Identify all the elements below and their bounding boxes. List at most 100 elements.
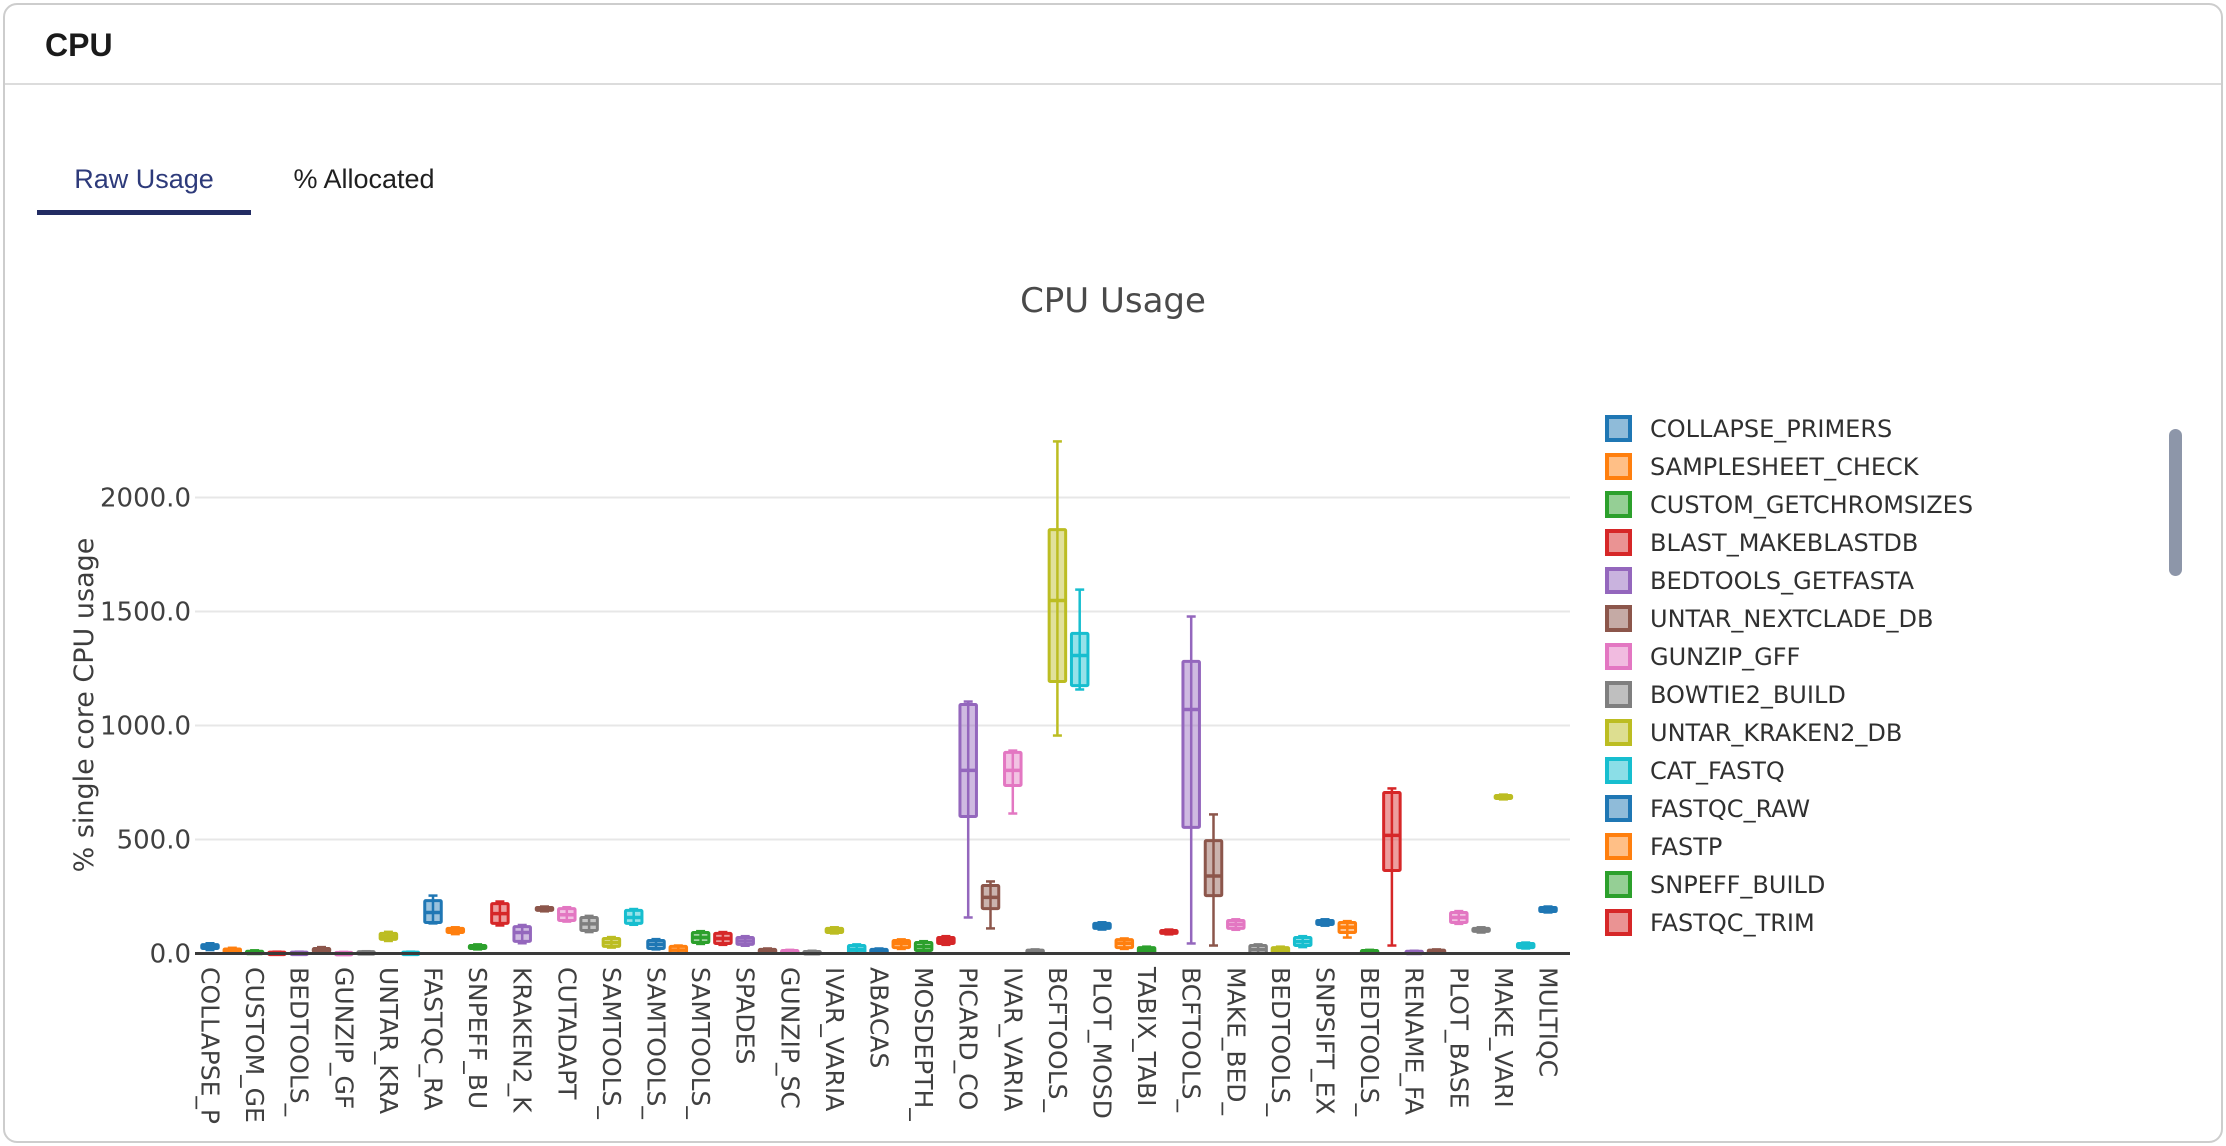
box-plot: [557, 905, 577, 923]
legend-swatch: [1605, 833, 1632, 860]
legend-label: COLLAPSE_PRIMERS: [1650, 414, 1893, 443]
legend-swatch: [1605, 567, 1632, 594]
header-divider: [5, 83, 2221, 85]
legend-label: SNPEFF_BUILD: [1650, 870, 1826, 899]
box-iqr: [1203, 839, 1224, 898]
box-plot: [1471, 926, 1491, 934]
legend-item[interactable]: UNTAR_NEXTCLADE_DB: [1605, 604, 2165, 633]
tab-raw-usage[interactable]: Raw Usage: [37, 143, 251, 215]
chart-legend: COLLAPSE_PRIMERS SAMPLESHEET_CHECK CUSTOM_…: [1605, 415, 2165, 947]
box-plot: [980, 880, 1001, 930]
legend-label: BOWTIE2_BUILD: [1650, 680, 1846, 709]
card-title: CPU: [45, 27, 113, 63]
y-tick-label: 2000.0: [100, 484, 191, 514]
active-tab-underline: [37, 210, 251, 215]
x-tick-label: FASTQC_RA: [419, 967, 448, 1110]
legend-swatch: [1605, 529, 1632, 556]
box-plot: [1337, 919, 1358, 939]
legend-label: CAT_FASTQ: [1650, 756, 1785, 785]
legend-scrollbar-thumb[interactable]: [2169, 429, 2182, 576]
legend-item[interactable]: COLLAPSE_PRIMERS: [1605, 414, 2165, 443]
box-plot: [1515, 941, 1536, 950]
legend-swatch: [1605, 643, 1632, 670]
legend-item[interactable]: FASTP: [1605, 833, 2165, 861]
legend-item[interactable]: BEDTOOLS_GETFASTA: [1605, 567, 2165, 595]
legend-swatch: [1605, 871, 1632, 898]
x-tick-label: SPADES: [731, 967, 760, 1064]
legend-swatch: [1605, 415, 1632, 442]
box-plot: [1203, 813, 1224, 947]
x-tick-label: PLOT_BASE: [1444, 967, 1473, 1108]
x-tick-label: CUSTOM_GE: [240, 967, 269, 1123]
box-iqr: [1069, 631, 1090, 688]
y-tick-label: 500.0: [117, 826, 191, 856]
box-plot: [467, 943, 488, 951]
legend-item[interactable]: CUSTOM_GETCHROMSIZES: [1605, 490, 2165, 519]
box-plot: [1538, 905, 1558, 914]
box-plot: [1159, 928, 1179, 936]
cpu-usage-boxplot-canvas: 0.0 500.0 1000.0 1500.0 2000.0% single core …: [69, 440, 1570, 1124]
legend-item[interactable]: GUNZIP_GFF: [1605, 642, 2165, 671]
legend-item[interactable]: CAT_FASTQ: [1605, 756, 2165, 785]
x-tick-label: BCFTOOLS_: [1043, 967, 1072, 1113]
legend-item[interactable]: FASTQC_RAW: [1605, 794, 2165, 823]
legend-label: FASTQC_TRIM: [1650, 908, 1815, 937]
tab-raw-usage-label: Raw Usage: [74, 163, 214, 194]
x-tick-label: COLLAPSE_P: [196, 967, 225, 1124]
box-plot: [958, 700, 978, 919]
tab-percent-allocated[interactable]: % Allocated: [251, 143, 477, 215]
x-tick-label: MAKE_BED_: [1221, 967, 1250, 1116]
box-plot: [601, 935, 622, 949]
legend-label: FASTQC_RAW: [1650, 794, 1811, 823]
legend-item[interactable]: SAMPLESHEET_CHECK: [1605, 453, 2165, 481]
x-tick-label: MOSDEPTH_: [909, 967, 938, 1121]
box-plot: [512, 923, 532, 945]
box-plot: [1315, 918, 1335, 927]
x-tick-label: PLOT_MOSD: [1088, 967, 1117, 1119]
box-plot: [311, 945, 332, 954]
box-plot: [1114, 937, 1135, 951]
x-tick-label: GUNZIP_SC: [775, 967, 804, 1109]
box-plot: [534, 905, 555, 913]
x-tick-label: PICARD_CO: [954, 967, 983, 1110]
legend-label: CUSTOM_GETCHROMSIZES: [1650, 490, 1974, 519]
x-tick-label: SAMTOOLS_: [597, 967, 626, 1119]
x-tick-label: SAMTOOLS_: [642, 967, 671, 1119]
legend-swatch: [1605, 757, 1632, 784]
legend-item[interactable]: BOWTIE2_BUILD: [1605, 680, 2165, 709]
legend-swatch: [1605, 491, 1632, 518]
legend-label: BLAST_MAKEBLASTDB: [1650, 528, 1919, 557]
x-tick-label: MULTIQC: [1534, 967, 1563, 1077]
box-plot: [445, 926, 466, 936]
box-plot: [713, 930, 733, 947]
legend-item[interactable]: SNPEFF_BUILD: [1605, 870, 2165, 899]
box-plot: [623, 907, 644, 927]
box-plot: [1382, 787, 1402, 947]
box-iqr: [1382, 791, 1402, 873]
legend-swatch: [1605, 719, 1632, 746]
box-plot: [735, 934, 755, 947]
y-tick-label: 0.0: [150, 940, 191, 970]
x-tick-label: KRAKEN2_K: [508, 967, 537, 1113]
box-plot: [913, 939, 934, 953]
y-axis-title: % single core CPU usage: [69, 538, 100, 873]
x-tick-label: BCFTOOLS_: [1177, 967, 1206, 1113]
x-tick-label: SNPEFF_BU: [463, 967, 492, 1109]
y-tick-label: 1000.0: [100, 712, 191, 742]
box-plot: [646, 937, 666, 951]
y-tick-label: 1500.0: [100, 598, 191, 628]
box-plot: [824, 926, 845, 935]
legend-label: UNTAR_NEXTCLADE_DB: [1650, 604, 1934, 633]
legend-item[interactable]: UNTAR_KRAKEN2_DB: [1605, 719, 2165, 747]
box-plot: [1493, 793, 1514, 801]
box-plot: [579, 914, 599, 934]
x-tick-label: MAKE_VARI: [1489, 967, 1518, 1108]
legend-item[interactable]: FASTQC_TRIM: [1605, 908, 2165, 937]
legend-label: GUNZIP_GFF: [1650, 642, 1801, 671]
x-tick-label: CUTADAPT: [552, 967, 581, 1100]
legend-item[interactable]: BLAST_MAKEBLASTDB: [1605, 528, 2165, 557]
box-plot: [423, 894, 443, 925]
box-iqr: [958, 703, 978, 818]
box-plot: [1003, 749, 1023, 815]
box-plot: [200, 941, 220, 952]
